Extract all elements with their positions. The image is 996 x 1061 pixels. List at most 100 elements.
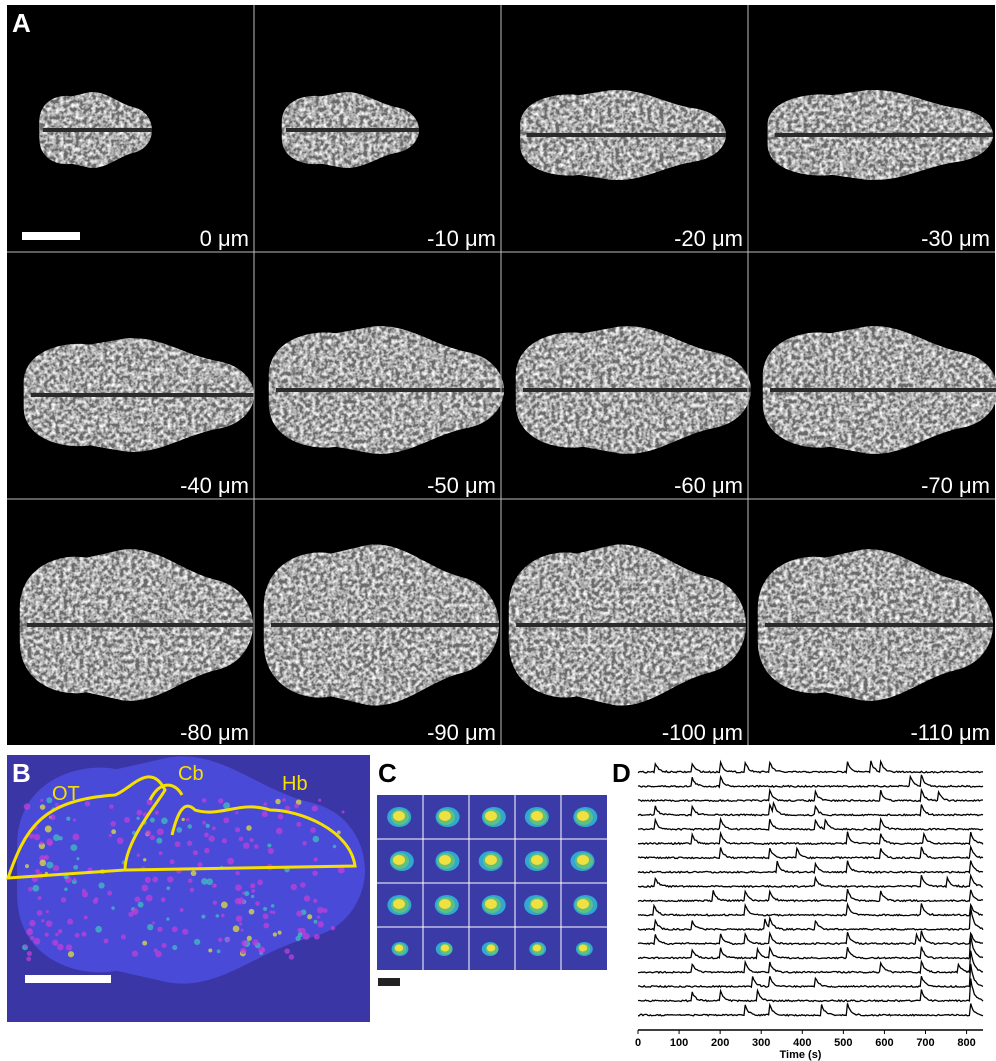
- cell-dot: [202, 821, 206, 825]
- cell-dot: [150, 818, 155, 823]
- cell-dot: [150, 835, 155, 840]
- region-label: Hb: [282, 773, 308, 795]
- cell-dot: [162, 943, 167, 948]
- cell-dot: [82, 889, 86, 893]
- cell-dot: [342, 811, 345, 814]
- cell-dot: [323, 908, 328, 913]
- roi-blob: [485, 855, 497, 865]
- figure: 0 μm-10 μm-20 μm-30 μm-40 μm-50 μm-60 μm…: [0, 0, 996, 1061]
- cell-dot: [252, 939, 258, 945]
- cell-dot: [66, 817, 70, 821]
- cell-dot: [46, 862, 53, 869]
- cell-dot: [222, 838, 227, 843]
- cell-dot: [257, 879, 263, 885]
- cell-dot: [84, 916, 88, 920]
- roi-blob: [439, 855, 451, 865]
- cell-dot: [154, 948, 158, 952]
- calcium-trace: [638, 979, 983, 1002]
- cell-dot: [182, 929, 188, 935]
- cell-dot: [109, 804, 113, 808]
- cell-dot: [142, 941, 147, 946]
- cell-dot: [235, 884, 242, 891]
- cell-dot: [218, 938, 222, 942]
- x-tick-label: 300: [752, 1037, 770, 1049]
- x-tick-label: 700: [916, 1037, 934, 1049]
- cell-dot: [235, 871, 239, 875]
- cell-dot: [145, 877, 151, 883]
- cell-dot: [317, 907, 324, 914]
- cell-dot: [221, 901, 228, 908]
- cell-dot: [95, 926, 102, 933]
- cell-dot: [24, 803, 31, 810]
- depth-label: -30 μm: [921, 226, 990, 251]
- cell-dot: [255, 901, 260, 906]
- roi-blob: [441, 945, 449, 952]
- cell-dot: [267, 843, 271, 847]
- cell-dot: [180, 908, 184, 912]
- cell-dot: [239, 837, 244, 842]
- cell-dot: [251, 889, 255, 893]
- cell-dot: [167, 876, 173, 882]
- cell-dot: [201, 915, 205, 919]
- cell-dot: [223, 802, 230, 809]
- cell-dot: [25, 864, 29, 868]
- cell-dot: [236, 915, 243, 922]
- cell-dot: [45, 826, 52, 833]
- cell-dot: [141, 884, 148, 891]
- cell-dot: [202, 798, 207, 803]
- cell-dot: [33, 938, 40, 945]
- roi-blob: [531, 899, 543, 909]
- cell-dot: [302, 841, 307, 846]
- x-tick-label: 500: [834, 1037, 852, 1049]
- cell-dot: [273, 932, 277, 936]
- cell-dot: [250, 883, 255, 888]
- calcium-trace: [638, 819, 983, 830]
- cell-dot: [193, 850, 198, 855]
- cell-dot: [136, 817, 139, 820]
- cell-dot: [214, 884, 217, 887]
- cell-dot: [254, 844, 259, 849]
- cell-dot: [251, 895, 254, 898]
- roi-blob: [531, 811, 543, 821]
- cell-dot: [197, 862, 202, 867]
- calcium-trace: [638, 931, 983, 945]
- roi-blob: [487, 945, 495, 952]
- cell-dot: [53, 865, 59, 871]
- cell-dot: [182, 818, 185, 821]
- cell-dot: [41, 919, 44, 922]
- cell-dot: [263, 913, 269, 919]
- calcium-trace: [638, 832, 983, 845]
- cell-dot: [28, 887, 32, 891]
- cell-dot: [176, 827, 182, 833]
- cell-dot: [284, 948, 289, 953]
- cell-dot: [73, 818, 76, 821]
- calcium-trace: [638, 951, 983, 973]
- cell-dot: [146, 895, 153, 902]
- roi-blob: [579, 945, 587, 952]
- cell-dot: [235, 811, 238, 814]
- x-tick-label: 200: [711, 1037, 729, 1049]
- cell-dot: [81, 931, 86, 936]
- cell-dot: [37, 910, 43, 916]
- roi-blob: [395, 945, 403, 952]
- cell-dot: [240, 948, 246, 954]
- cell-dot: [204, 833, 209, 838]
- calcium-trace: [638, 904, 983, 916]
- cell-dot: [155, 811, 159, 815]
- depth-label: -90 μm: [427, 720, 496, 745]
- cell-dot: [262, 811, 268, 817]
- cell-dot: [296, 822, 301, 827]
- cell-dot: [98, 882, 104, 888]
- cell-dot: [172, 945, 177, 950]
- cell-dot: [187, 841, 192, 846]
- cell-dot: [278, 814, 284, 820]
- cell-dot: [282, 798, 286, 802]
- cell-dot: [67, 919, 73, 925]
- cell-dot: [66, 944, 73, 951]
- cell-dot: [278, 931, 282, 935]
- x-tick-label: 400: [793, 1037, 811, 1049]
- cell-dot: [312, 870, 318, 876]
- roi-blob: [439, 899, 451, 909]
- cell-dot: [263, 907, 267, 911]
- cell-dot: [212, 826, 216, 830]
